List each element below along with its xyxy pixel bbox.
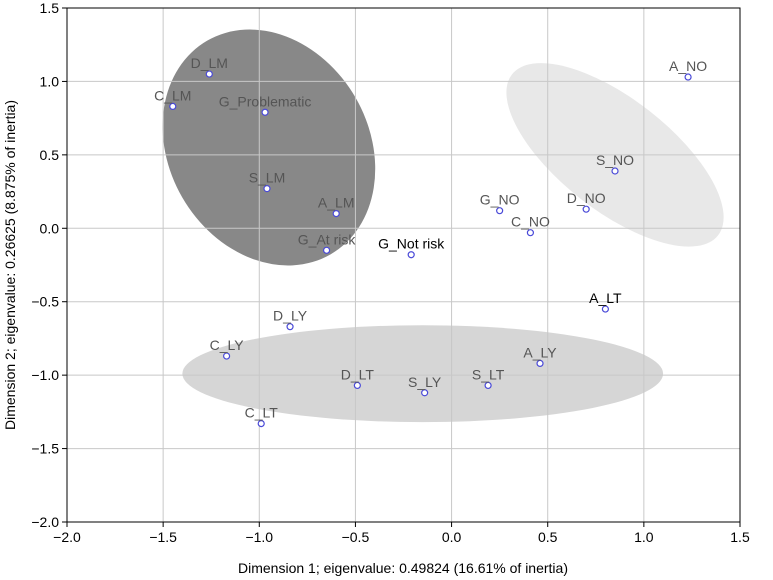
data-point — [484, 381, 492, 390]
point-label: A_LM — [318, 195, 355, 211]
point-label: A_LT — [589, 290, 622, 306]
data-point — [263, 185, 271, 193]
x-tick-label: −1.5 — [149, 529, 177, 545]
point-label: C_LT — [245, 405, 279, 421]
data-point — [611, 167, 619, 175]
point-label: D_LT — [341, 366, 375, 382]
x-tick-label: 0.5 — [538, 529, 558, 545]
x-tick-label: 1.5 — [730, 529, 750, 545]
data-point — [601, 305, 610, 313]
y-axis-label: Dimension 2; eigenvalue: 0.26625 (8.875%… — [2, 100, 18, 430]
x-tick-label: 1.0 — [634, 529, 654, 545]
data-point — [332, 210, 340, 218]
data-point — [582, 205, 590, 213]
data-points: D_LMC_LM G_Problematic S_LM A_LM G_At risk G_… — [154, 55, 707, 428]
plot-frame — [66, 7, 741, 523]
y-tick-label: 0.0 — [40, 220, 60, 236]
x-tick-label: −2.0 — [53, 529, 81, 545]
point-label: C_NO — [511, 214, 550, 230]
data-point — [536, 359, 544, 367]
point-label: G_Not risk — [378, 236, 445, 252]
point-label: G_Problematic — [219, 93, 312, 109]
point-label: G_NO — [480, 192, 520, 208]
data-point — [526, 229, 535, 237]
y-axis-ticks: 1.5 1.0 0.5 0.0 −0.5 −1.0 −1.5 −2.0 — [31, 0, 67, 530]
point-label: G_At risk — [298, 231, 357, 247]
y-tick-label: −0.5 — [31, 294, 59, 310]
point-label: A_LY — [523, 344, 557, 360]
group-ellipse-3 — [182, 325, 664, 423]
data-point — [169, 102, 177, 110]
point-label: S_LM — [249, 170, 286, 186]
data-point — [496, 207, 504, 215]
x-tick-label: −1.0 — [245, 529, 273, 545]
data-point — [261, 108, 269, 116]
data-point — [407, 251, 415, 259]
y-tick-label: −1.0 — [31, 367, 59, 383]
point-label: S_NO — [596, 152, 634, 168]
data-point — [322, 246, 331, 254]
data-point — [353, 381, 361, 390]
plot-background — [67, 8, 740, 522]
data-point — [421, 389, 429, 397]
point-label: A_NO — [669, 58, 707, 74]
data-point — [684, 73, 692, 81]
data-point — [286, 323, 294, 331]
group-ellipse-1 — [162, 29, 376, 266]
data-point — [205, 70, 213, 78]
point-label: S_LT — [472, 366, 505, 382]
point-label: D_LY — [273, 308, 308, 324]
x-tick-label: 0.0 — [442, 529, 462, 545]
x-tick-label: −0.5 — [342, 529, 370, 545]
y-tick-label: 1.0 — [40, 73, 60, 89]
y-tick-label: 1.5 — [40, 0, 60, 16]
point-label: C_LM — [154, 87, 191, 103]
y-tick-label: 0.5 — [40, 147, 60, 163]
data-point — [257, 420, 265, 428]
point-label: S_LY — [408, 374, 442, 390]
gridlines — [67, 8, 740, 522]
point-label: C_LY — [210, 337, 245, 353]
data-point — [222, 352, 231, 360]
x-axis-ticks: −2.0 −1.5 −1.0 −0.5 0.0 0.5 1.0 1.5 — [53, 522, 750, 545]
point-label: D_LM — [191, 55, 228, 71]
y-tick-label: −2.0 — [31, 514, 59, 530]
point-label: D_NO — [567, 190, 606, 206]
x-axis-label: Dimension 1; eigenvalue: 0.49824 (16.61%… — [238, 560, 568, 576]
y-tick-label: −1.5 — [31, 441, 59, 457]
